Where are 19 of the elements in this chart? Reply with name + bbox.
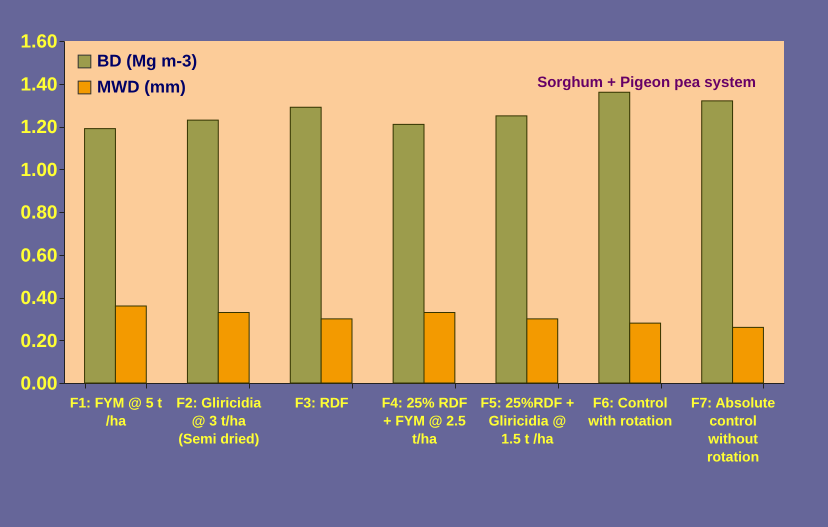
y-tick-label: 1.20 bbox=[20, 117, 58, 138]
y-tick-label: 0.20 bbox=[20, 330, 58, 352]
y-tick-label: 0.40 bbox=[20, 288, 58, 309]
x-tick-label: F1: FYM @ 5 t /ha bbox=[70, 394, 162, 428]
x-tick-label: F3: RDF bbox=[294, 394, 349, 410]
x-tick-label: F6: Control with rotation bbox=[587, 394, 672, 428]
legend-label: BD (Mg m-3) bbox=[97, 52, 198, 70]
x-tick-label: F7: Absolute control without rotation bbox=[690, 394, 776, 464]
x-tick-label: F4: 25% RDF + FYM @ 2.5 t/ha bbox=[382, 394, 468, 446]
y-tick-label: 0.00 bbox=[20, 374, 58, 394]
text: Sorghum + Pigeon pea system bbox=[537, 74, 756, 91]
legend-label: MWD (mm) bbox=[97, 78, 186, 96]
y-tick-label: 1.40 bbox=[20, 74, 58, 96]
x-tick-label: F5: 25%RDF + Gliricidia @ 1.5 t /ha bbox=[480, 394, 574, 446]
y-tick-label: 1.00 bbox=[20, 160, 58, 181]
y-tick-label: 0.60 bbox=[20, 245, 58, 266]
y-tick-label: 1.60 bbox=[20, 32, 58, 52]
y-tick-label: 0.80 bbox=[20, 202, 58, 224]
x-tick-label: F2: Gliricidia @ 3 t/ha (Semi dried) bbox=[176, 394, 262, 446]
